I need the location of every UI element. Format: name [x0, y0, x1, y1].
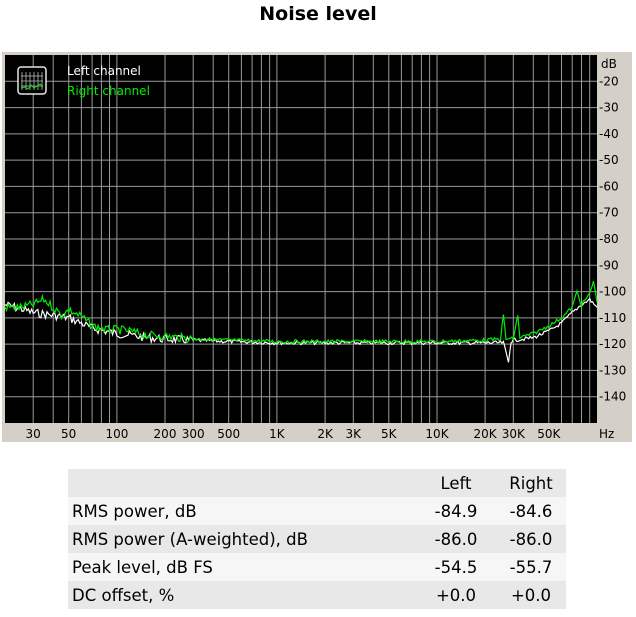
row-label: DC offset, %: [72, 585, 175, 605]
y-tick-label: -80: [599, 232, 619, 246]
y-tick-label: -120: [599, 337, 626, 351]
y-tick-label: -70: [599, 206, 619, 220]
page-title: Noise level: [259, 3, 377, 25]
left-value: -86.0: [434, 529, 478, 549]
y-tick-label: -100: [599, 285, 626, 299]
x-tick-labels: 30 50 100 200 300 500 1K 2K 3K 5K 10K 20K 30K 50K: [26, 427, 562, 441]
grid-lines: [5, 55, 597, 423]
measurement-table: Left Right RMS power, dB -84.9 -84.6 RMS…: [68, 469, 566, 609]
x-tick-label: 2K: [317, 427, 334, 441]
x-tick-label: 5K: [381, 427, 398, 441]
x-tick-label: 50K: [537, 427, 561, 441]
x-tick-label: 20K: [474, 427, 498, 441]
x-unit-label: Hz: [599, 427, 614, 441]
right-value: -86.0: [509, 529, 553, 549]
legend: Left channel Right channel: [17, 64, 150, 98]
row-label: RMS power, dB: [72, 501, 197, 521]
left-value: -84.9: [434, 501, 478, 521]
right-value: +0.0: [510, 585, 552, 605]
y-tick-label: -50: [599, 153, 619, 167]
x-tick-label: 100: [105, 427, 128, 441]
y-tick-label: -110: [599, 311, 626, 325]
x-tick-label: 30K: [502, 427, 526, 441]
row-label: RMS power (A-weighted), dB: [72, 529, 308, 549]
x-tick-label: 30: [26, 427, 41, 441]
y-tick-label: -20: [599, 74, 619, 88]
right-channel-line: [4, 280, 598, 345]
table-row: RMS power (A-weighted), dB -86.0 -86.0: [68, 525, 566, 553]
legend-right-channel: Right channel: [67, 84, 150, 98]
right-value: -55.7: [509, 557, 553, 577]
column-header-right: Right: [509, 473, 553, 493]
noise-level-chart: 30 50 100 200 300 500 1K 2K 3K 5K 10K 20K 30K 50K -20…: [2, 52, 632, 442]
x-tick-label: 1K: [269, 427, 286, 441]
y-tick-labels: -20 -30 -40 -50 -60 -70 -80 -90 -100 -110 -120 -130…: [599, 74, 626, 403]
left-value: -54.5: [434, 557, 478, 577]
x-tick-label: 10K: [425, 427, 449, 441]
y-tick-label: -30: [599, 101, 619, 115]
left-channel-line: [4, 297, 598, 363]
x-tick-label: 500: [217, 427, 240, 441]
y-tick-label: -140: [599, 390, 626, 404]
y-tick-label: -90: [599, 258, 619, 272]
right-value: -84.6: [509, 501, 553, 521]
y-tick-label: -40: [599, 127, 619, 141]
x-tick-label: 200: [154, 427, 177, 441]
spectrum-icon: [17, 66, 47, 95]
legend-left-channel: Left channel: [67, 64, 141, 78]
series-layer: [4, 280, 598, 363]
x-tick-label: 300: [182, 427, 205, 441]
table-row: Peak level, dB FS -54.5 -55.7: [68, 553, 566, 581]
y-unit-label: dB: [601, 57, 617, 71]
row-label: Peak level, dB FS: [72, 557, 213, 577]
left-value: +0.0: [435, 585, 477, 605]
y-tick-label: -130: [599, 363, 626, 377]
x-tick-label: 50: [61, 427, 76, 441]
table-header-row: Left Right: [68, 469, 566, 497]
column-header-left: Left: [440, 473, 472, 493]
y-tick-label: -60: [599, 179, 619, 193]
x-tick-label: 3K: [346, 427, 363, 441]
table-row: RMS power, dB -84.9 -84.6: [68, 497, 566, 525]
table-header-blank: [68, 469, 416, 497]
table-row: DC offset, % +0.0 +0.0: [68, 581, 566, 609]
